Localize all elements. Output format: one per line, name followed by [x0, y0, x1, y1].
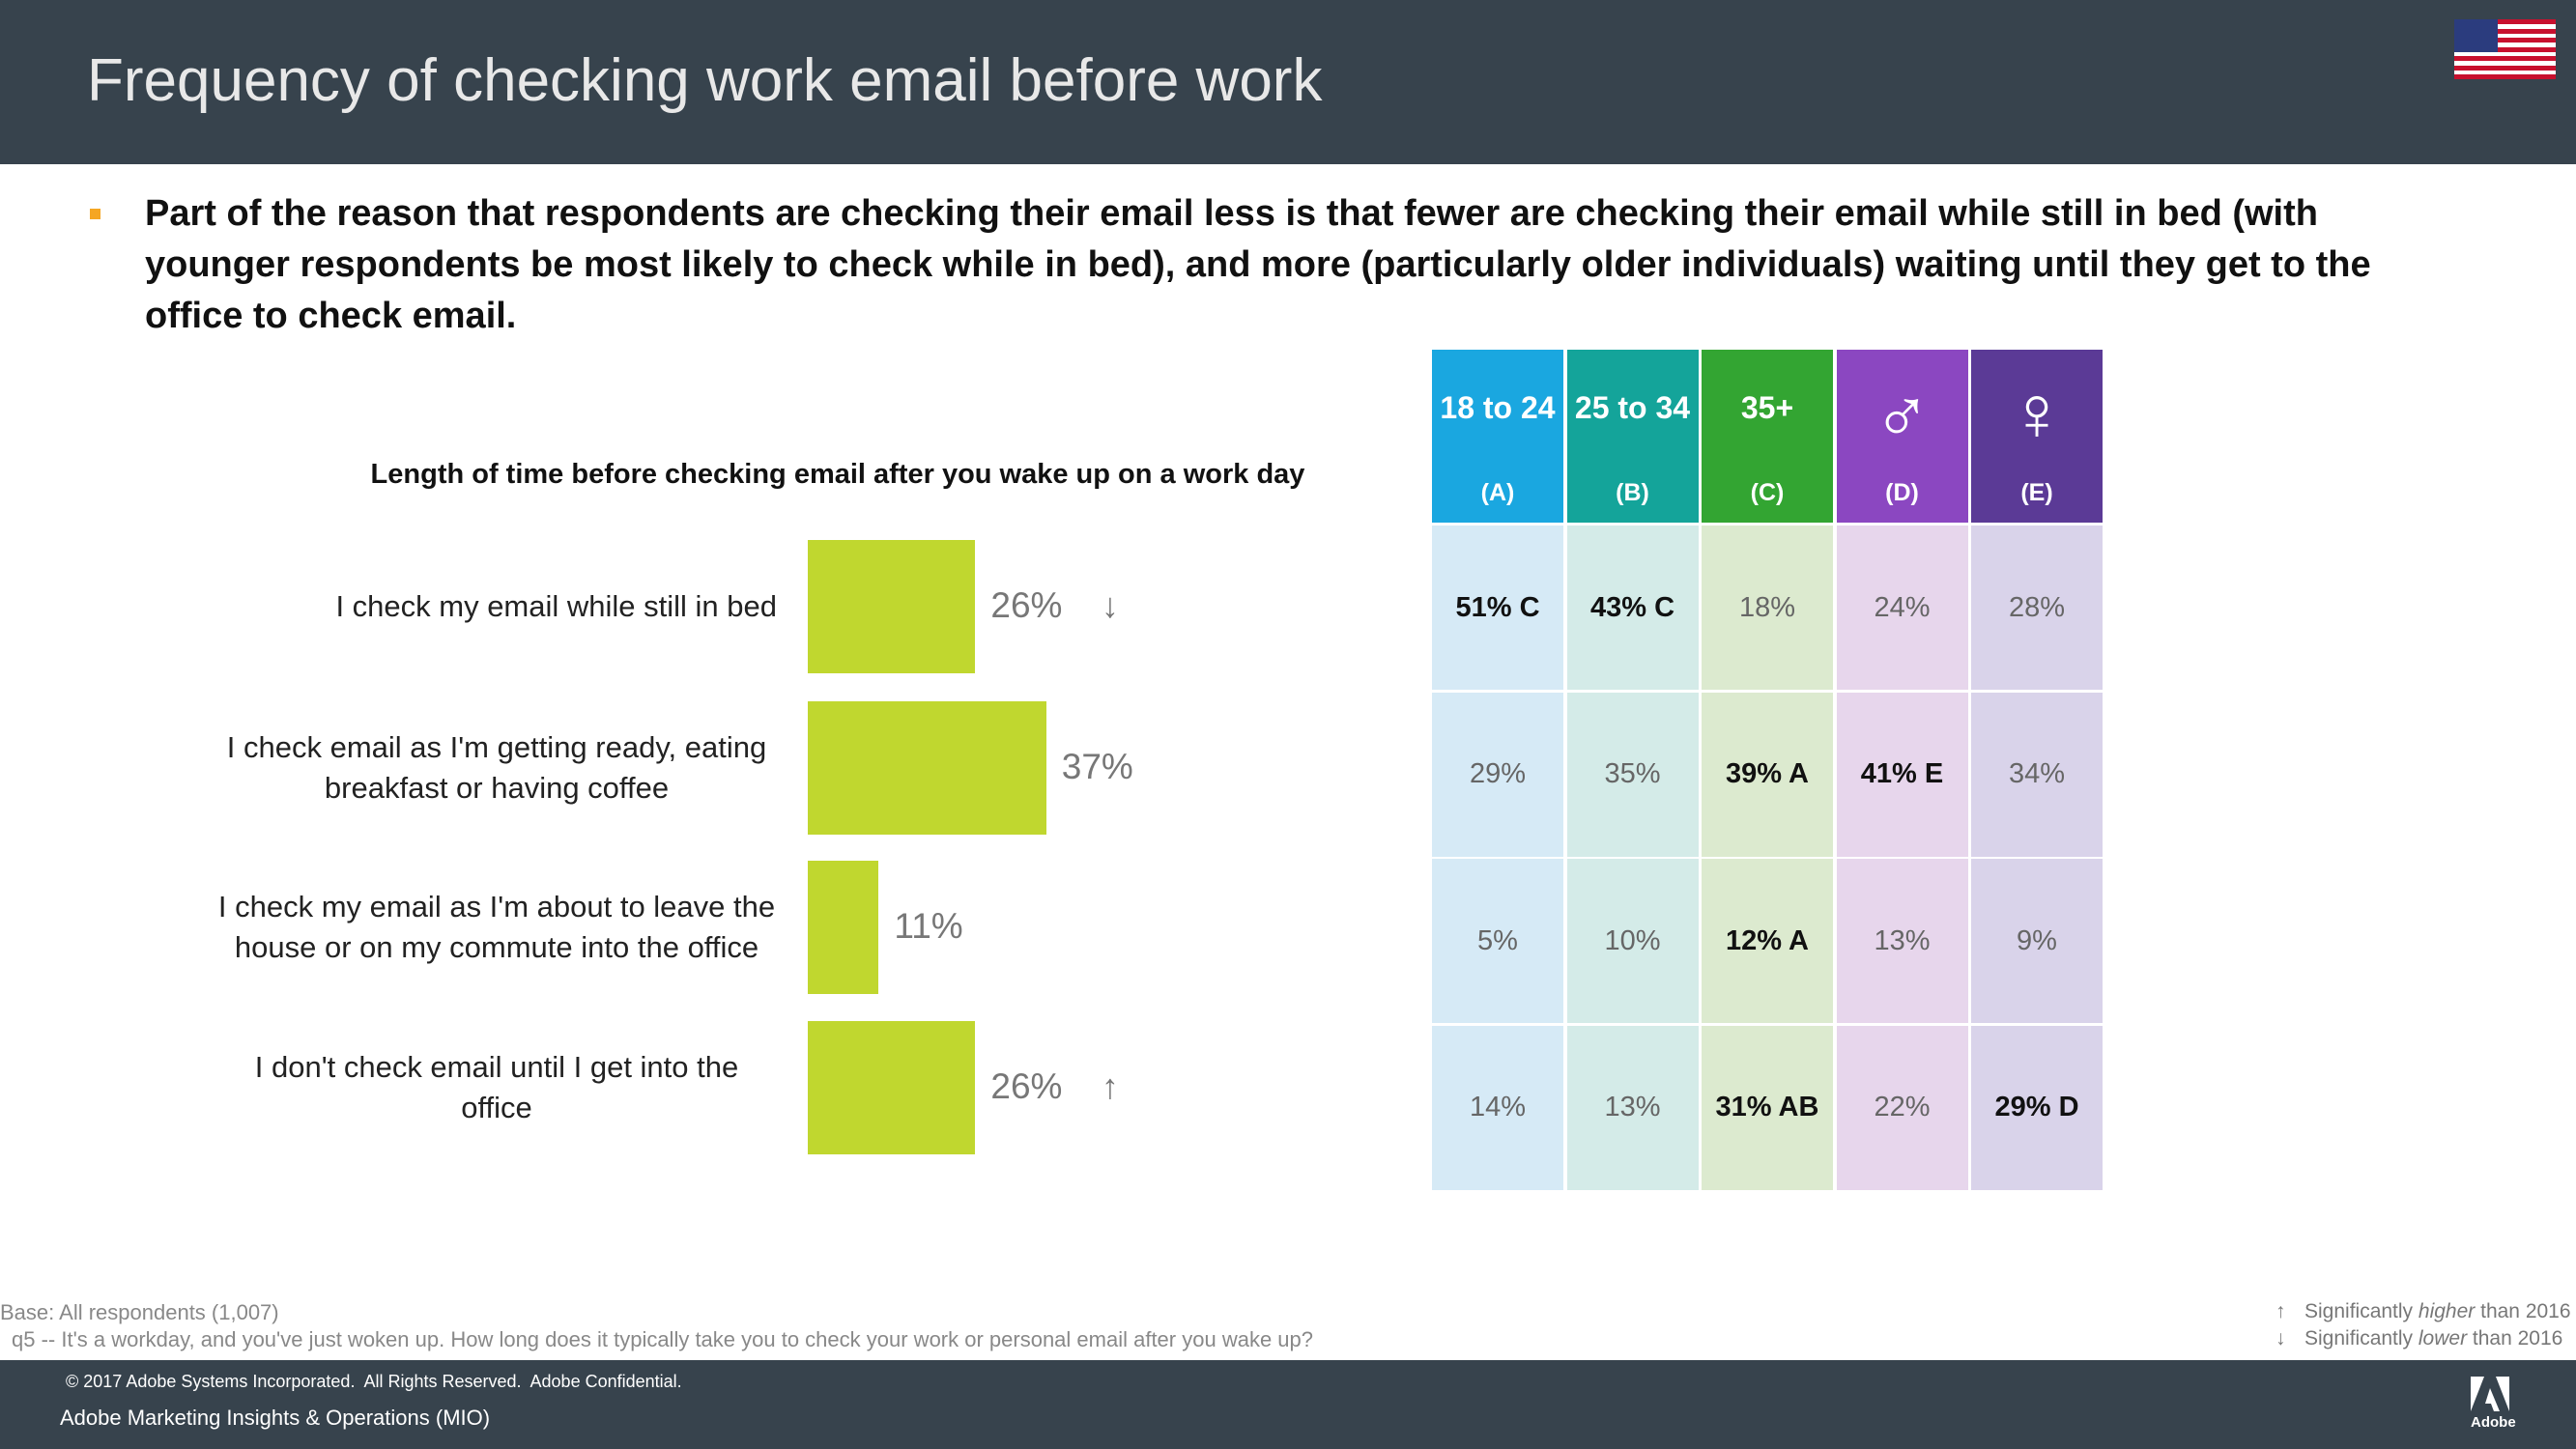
category-label: I check my email while still in bed	[335, 589, 777, 623]
legend-note: ↑ Significantly higher than 2016	[2275, 1300, 2571, 1323]
table-cell: 12% A	[1702, 859, 1833, 1023]
bullet-text: Part of the reason that respondents are …	[145, 193, 2371, 336]
column-header: 35+ (C)	[1702, 350, 1833, 523]
logo-text: Adobe	[2471, 1414, 2516, 1431]
column-code: (B)	[1616, 479, 1649, 506]
category-label-box: I check my email as I'm about to leave t…	[197, 861, 777, 994]
logo-mark	[2471, 1377, 2509, 1411]
value-label: 26%	[990, 1066, 1063, 1106]
legend-text: Significantly	[2304, 1327, 2419, 1350]
base-note: Base: All respondents (1,007)	[0, 1300, 279, 1324]
table-cell: 43% C	[1566, 526, 1699, 690]
category-label-box: I check email as I'm getting ready, eati…	[197, 701, 777, 835]
bar	[808, 701, 1046, 835]
column-label: 18 to 24	[1440, 390, 1556, 425]
category-label: I check email as I'm getting ready, eati…	[226, 730, 767, 805]
question-note: q5 -- It's a workday, and you've just wo…	[12, 1327, 1313, 1351]
column-label: 25 to 34	[1574, 390, 1691, 425]
significance-arrow: ↑	[1102, 1066, 1119, 1106]
legend-text: than 2016	[2467, 1327, 2563, 1350]
legend-text: than 2016	[2475, 1300, 2571, 1322]
column-code: (E)	[2020, 479, 2053, 506]
table-cell: 29%	[1432, 692, 1563, 857]
bar	[808, 861, 879, 994]
table-cell: 35%	[1566, 692, 1699, 857]
table-cell: 51% C	[1432, 526, 1563, 690]
table-cell: 18%	[1702, 526, 1833, 690]
category-label-box: I don't check email until I get into the…	[197, 1021, 777, 1154]
table-cell: 34%	[1971, 692, 2103, 857]
column-header: ♀ (E)	[1971, 350, 2103, 523]
category-label: I don't check email until I get into the…	[254, 1050, 739, 1124]
legend-text: Significantly	[2304, 1300, 2419, 1322]
legend-text: higher	[2418, 1300, 2476, 1322]
legend-text: lower	[2418, 1327, 2468, 1350]
slide-title: Frequency of checking work email before …	[87, 47, 1323, 114]
legend-note: ↓ Significantly lower than 2016	[2275, 1327, 2562, 1350]
column-header: 25 to 34 (B)	[1566, 350, 1699, 523]
value-label: 26%	[990, 585, 1063, 625]
bullet-marker	[90, 209, 100, 219]
org-name: Adobe Marketing Insights & Operations (M…	[60, 1406, 491, 1430]
flag	[2454, 19, 2556, 79]
column-label: ♂	[1873, 370, 1932, 456]
table-cell: 29% D	[1971, 1025, 2103, 1190]
table-cell: 13%	[1566, 1025, 1699, 1190]
legend-arrow: ↑	[2275, 1300, 2286, 1322]
column-label: 35+	[1740, 390, 1794, 425]
table-cell: 10%	[1566, 859, 1699, 1023]
table-cell: 9%	[1971, 859, 2103, 1023]
table-cell: 5%	[1432, 859, 1563, 1023]
column-code: (C)	[1750, 479, 1785, 506]
table-cell: 28%	[1971, 526, 2103, 690]
column-header: 18 to 24 (A)	[1432, 350, 1563, 523]
column-code: (D)	[1885, 479, 1919, 506]
significance-arrow: ↓	[1102, 585, 1119, 625]
table-cell: 13%	[1836, 859, 1968, 1023]
value-label: 37%	[1061, 747, 1133, 786]
bar	[808, 1021, 976, 1154]
table-cell: 14%	[1432, 1025, 1563, 1190]
table-cell: 22%	[1836, 1025, 1968, 1190]
column-code: (A)	[1480, 479, 1515, 506]
table-cell: 31% AB	[1702, 1025, 1833, 1190]
chart-title: Length of time before checking email aft…	[370, 459, 1305, 490]
copyright: © 2017 Adobe Systems Incorporated. All R…	[66, 1372, 682, 1391]
column-label: ♀	[2008, 370, 2066, 456]
category-label: I check my email as I'm about to leave t…	[217, 890, 776, 964]
bar	[808, 540, 976, 673]
value-label: 11%	[894, 906, 963, 946]
legend-arrow: ↓	[2275, 1327, 2286, 1350]
category-label-box: I check my email while still in bed	[197, 540, 777, 673]
table-cell: 39% A	[1702, 692, 1833, 857]
table-cell: 41% E	[1836, 692, 1968, 857]
header-bar	[0, 0, 2576, 164]
table-cell: 24%	[1836, 526, 1968, 690]
column-header: ♂ (D)	[1836, 350, 1968, 523]
footer-bar	[0, 1360, 2576, 1449]
